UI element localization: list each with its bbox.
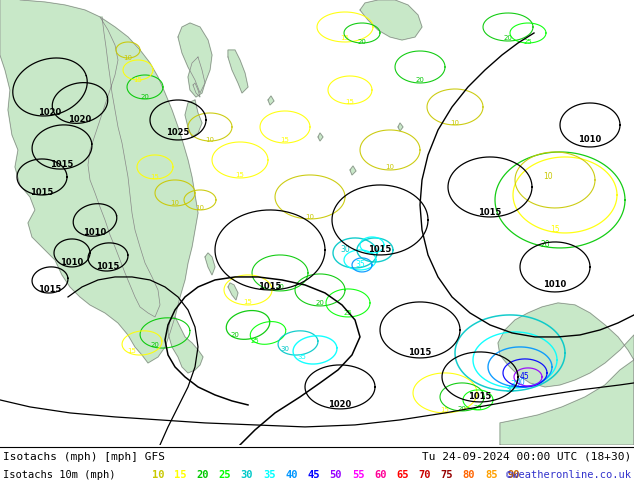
Text: 25: 25 — [474, 405, 482, 411]
Text: 45: 45 — [307, 470, 320, 480]
Text: 1015: 1015 — [478, 208, 501, 218]
Polygon shape — [268, 96, 274, 105]
Text: Isotachs 10m (mph): Isotachs 10m (mph) — [3, 470, 115, 480]
Text: 1015: 1015 — [50, 160, 74, 170]
Text: 1025: 1025 — [166, 128, 190, 138]
Text: 1015: 1015 — [38, 286, 61, 294]
Polygon shape — [360, 0, 422, 40]
Polygon shape — [168, 317, 203, 373]
Text: 15: 15 — [127, 348, 136, 354]
Text: 1010: 1010 — [543, 280, 567, 290]
Text: 20: 20 — [231, 332, 240, 338]
Text: 30: 30 — [340, 245, 350, 254]
Polygon shape — [193, 83, 200, 97]
Text: 15: 15 — [174, 470, 186, 480]
Text: 50: 50 — [330, 470, 342, 480]
Text: 35: 35 — [263, 470, 276, 480]
Text: 35: 35 — [355, 261, 365, 270]
Text: 15: 15 — [134, 77, 143, 83]
Polygon shape — [580, 395, 634, 445]
Text: 25: 25 — [524, 39, 533, 45]
Text: 65: 65 — [396, 470, 409, 480]
Polygon shape — [205, 253, 215, 275]
Text: 10: 10 — [306, 214, 314, 220]
Text: 10: 10 — [124, 55, 133, 61]
Text: 25: 25 — [344, 310, 353, 316]
Text: 80: 80 — [463, 470, 476, 480]
Polygon shape — [318, 133, 323, 141]
Text: 1020: 1020 — [68, 116, 92, 124]
Text: 15: 15 — [150, 174, 159, 180]
Text: 20: 20 — [150, 342, 159, 348]
Text: 20: 20 — [316, 300, 325, 306]
Text: 30: 30 — [280, 346, 290, 352]
Text: 45: 45 — [520, 372, 530, 381]
Text: 15: 15 — [550, 225, 560, 234]
Text: Isotachs (mph) [mph] GFS: Isotachs (mph) [mph] GFS — [3, 452, 165, 462]
Text: 35: 35 — [297, 354, 306, 360]
Polygon shape — [185, 100, 202, 137]
Text: 90: 90 — [507, 470, 520, 480]
Polygon shape — [228, 283, 238, 300]
Text: ©weatheronline.co.uk: ©weatheronline.co.uk — [506, 470, 631, 480]
Text: 20: 20 — [141, 94, 150, 100]
Text: 10: 10 — [205, 137, 214, 143]
Text: 55: 55 — [352, 470, 365, 480]
Text: 20: 20 — [503, 35, 512, 41]
Text: 10: 10 — [195, 205, 205, 211]
Text: 75: 75 — [441, 470, 453, 480]
Polygon shape — [350, 166, 356, 175]
Text: 15: 15 — [281, 137, 290, 143]
Text: 1020: 1020 — [39, 108, 61, 118]
Text: 15: 15 — [441, 407, 450, 413]
Text: 10: 10 — [543, 172, 553, 181]
Text: 1010: 1010 — [578, 135, 602, 145]
Text: 20: 20 — [540, 241, 550, 249]
Text: 30: 30 — [505, 386, 515, 394]
Text: 20: 20 — [415, 77, 424, 83]
Polygon shape — [500, 360, 634, 445]
Polygon shape — [498, 303, 634, 445]
Text: 10: 10 — [152, 470, 164, 480]
Text: 40: 40 — [285, 470, 298, 480]
Text: 15: 15 — [236, 172, 245, 178]
Polygon shape — [398, 123, 403, 131]
Text: 40: 40 — [515, 378, 525, 388]
Text: 1015: 1015 — [258, 282, 281, 292]
Text: 20: 20 — [197, 470, 209, 480]
Text: 1010: 1010 — [60, 258, 84, 268]
Polygon shape — [0, 0, 198, 363]
Text: 10: 10 — [171, 200, 179, 206]
Text: 10: 10 — [385, 164, 394, 170]
Text: 1015: 1015 — [368, 245, 392, 254]
Text: 1015: 1015 — [408, 348, 432, 357]
Text: 1020: 1020 — [328, 400, 352, 410]
Text: 25: 25 — [250, 338, 259, 344]
Text: 1015: 1015 — [30, 189, 54, 197]
Polygon shape — [178, 23, 212, 93]
Text: 20: 20 — [276, 284, 285, 290]
Text: 15: 15 — [346, 99, 354, 105]
Text: 15: 15 — [340, 35, 349, 41]
Polygon shape — [188, 57, 205, 97]
Text: 1010: 1010 — [84, 228, 107, 238]
Text: 30: 30 — [241, 470, 254, 480]
Text: 20: 20 — [358, 39, 366, 45]
Text: Tu 24-09-2024 00:00 UTC (18+30): Tu 24-09-2024 00:00 UTC (18+30) — [422, 452, 631, 462]
Text: 85: 85 — [485, 470, 498, 480]
Polygon shape — [88, 17, 160, 317]
Text: 70: 70 — [418, 470, 431, 480]
Polygon shape — [228, 50, 248, 93]
Text: 1015: 1015 — [469, 392, 492, 401]
Text: 1015: 1015 — [96, 263, 120, 271]
Text: 10: 10 — [451, 120, 460, 126]
Text: 60: 60 — [374, 470, 387, 480]
Text: 15: 15 — [243, 299, 252, 305]
Text: 35: 35 — [510, 380, 520, 390]
Text: 20: 20 — [458, 406, 467, 412]
Text: 25: 25 — [219, 470, 231, 480]
